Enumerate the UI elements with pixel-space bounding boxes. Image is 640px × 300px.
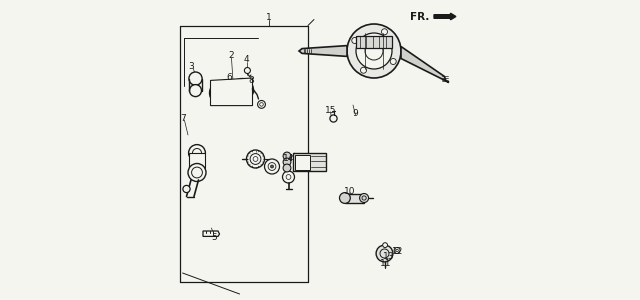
Text: 3: 3 <box>189 62 195 71</box>
Text: 6: 6 <box>227 73 232 82</box>
Circle shape <box>183 185 190 193</box>
Circle shape <box>189 85 202 97</box>
Circle shape <box>352 38 358 44</box>
Circle shape <box>356 33 392 69</box>
Text: 10: 10 <box>344 187 355 196</box>
Bar <box>294 154 310 169</box>
Circle shape <box>381 29 387 35</box>
Text: 8: 8 <box>249 76 255 85</box>
Circle shape <box>239 84 242 86</box>
Circle shape <box>360 194 369 202</box>
Circle shape <box>258 100 266 108</box>
Polygon shape <box>203 231 220 236</box>
Text: 13: 13 <box>383 252 395 261</box>
FancyArrow shape <box>434 13 456 20</box>
Circle shape <box>383 243 387 248</box>
Text: 1: 1 <box>266 14 272 22</box>
Text: FR.: FR. <box>410 11 429 22</box>
Circle shape <box>271 165 273 168</box>
Circle shape <box>283 164 291 172</box>
Polygon shape <box>299 46 347 56</box>
Circle shape <box>210 82 232 104</box>
Circle shape <box>283 158 291 166</box>
Text: 4: 4 <box>244 56 250 64</box>
Circle shape <box>189 145 205 161</box>
Text: 14: 14 <box>283 154 294 163</box>
Circle shape <box>244 85 246 87</box>
Circle shape <box>246 89 248 91</box>
Polygon shape <box>189 153 205 168</box>
Circle shape <box>236 91 239 93</box>
Circle shape <box>189 72 202 85</box>
Polygon shape <box>401 46 449 82</box>
Circle shape <box>188 164 206 181</box>
Circle shape <box>390 58 396 64</box>
Circle shape <box>240 88 244 92</box>
Circle shape <box>330 115 337 122</box>
Circle shape <box>264 159 280 174</box>
Polygon shape <box>211 78 253 106</box>
Circle shape <box>244 68 250 74</box>
Text: 9: 9 <box>353 109 358 118</box>
Circle shape <box>236 87 239 89</box>
Circle shape <box>230 79 253 101</box>
Circle shape <box>246 150 264 168</box>
Circle shape <box>339 193 350 203</box>
Circle shape <box>360 67 367 73</box>
Circle shape <box>394 248 400 254</box>
Text: 11: 11 <box>380 260 391 268</box>
Text: 7: 7 <box>180 114 186 123</box>
Circle shape <box>239 94 242 96</box>
Text: 2: 2 <box>228 51 234 60</box>
Circle shape <box>282 171 294 183</box>
Bar <box>356 36 392 48</box>
Bar <box>345 194 364 202</box>
Circle shape <box>244 93 246 95</box>
Bar <box>293 153 326 171</box>
Circle shape <box>347 24 401 78</box>
Circle shape <box>376 245 393 262</box>
Circle shape <box>283 152 291 160</box>
Text: 5: 5 <box>212 233 217 242</box>
Text: 12: 12 <box>392 248 404 256</box>
Text: 15: 15 <box>324 106 336 115</box>
